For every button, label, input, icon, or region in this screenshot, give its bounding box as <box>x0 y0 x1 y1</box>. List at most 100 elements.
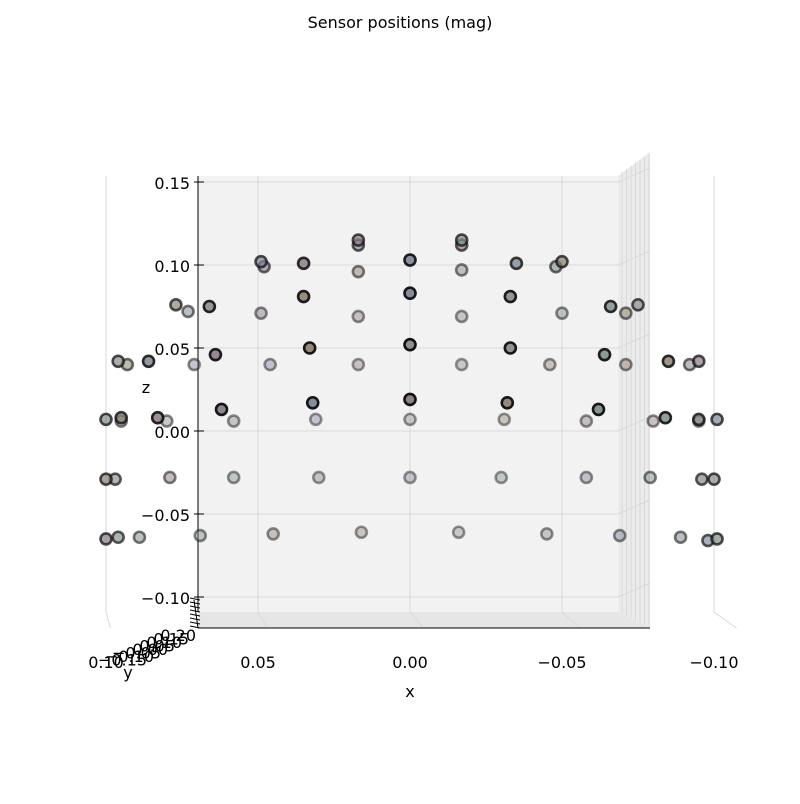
sensor-point <box>132 530 147 545</box>
sensor-point <box>266 527 281 541</box>
sensor-point <box>99 472 113 486</box>
sensor-point <box>691 354 706 369</box>
sensor-point <box>403 286 417 301</box>
sensor-point <box>263 357 277 372</box>
z-tick-label: −0.05 <box>141 506 190 525</box>
sensor-point <box>691 412 706 427</box>
y-tick-label: 0.15 <box>153 630 189 649</box>
x-tick-label: 0.05 <box>240 653 276 672</box>
y-tick-label: −0.15 <box>98 651 147 670</box>
sensor-point <box>707 472 721 486</box>
x-tick-label: 0.10 <box>88 653 124 672</box>
sensor-point <box>591 402 606 417</box>
sensor-point <box>354 525 369 540</box>
z-axis-label: z <box>142 378 150 397</box>
sensor-point <box>612 528 627 543</box>
sensor-point <box>351 309 366 324</box>
sensor-point <box>99 412 113 427</box>
x-floor-gridline <box>713 611 737 629</box>
sensor-point <box>403 337 417 352</box>
y-tick <box>189 613 201 617</box>
sensor-point <box>141 354 156 369</box>
sensor-point <box>500 395 515 410</box>
z-tick-label: 0.00 <box>154 423 190 442</box>
x-tick-label: −0.05 <box>537 653 586 672</box>
sensor-point <box>619 357 633 372</box>
sensor-point <box>619 306 633 320</box>
sensor-point <box>187 357 201 372</box>
sensor-point <box>597 347 612 362</box>
right-pane <box>618 152 650 628</box>
sensor-point <box>181 304 195 319</box>
sensor-point <box>555 254 569 269</box>
sensor-point <box>202 299 217 314</box>
sensor-point <box>226 414 241 428</box>
sensor-point <box>454 233 469 247</box>
y-tick-label: 0.05 <box>139 637 175 656</box>
sensor-point <box>543 357 557 372</box>
sensor-point <box>111 530 125 545</box>
sensor-point <box>302 341 317 355</box>
y-tick <box>189 609 201 613</box>
sensor-point <box>403 253 417 267</box>
chart-title: Sensor positions (mag) <box>307 13 493 32</box>
sensor-point <box>305 395 320 410</box>
sensor-point <box>114 410 128 425</box>
y-tick-label: −0.05 <box>112 644 161 663</box>
sensor-point <box>646 414 661 428</box>
sensor-point <box>695 472 709 486</box>
sensor-point <box>454 309 469 324</box>
y-tick <box>189 617 201 621</box>
sensor-point <box>208 347 223 362</box>
sensor-point <box>296 256 311 271</box>
sensor-point <box>454 263 469 277</box>
y-tick-label: 0.10 <box>146 633 182 652</box>
sensor-point <box>579 470 594 485</box>
y-tick <box>189 597 201 601</box>
sensor-point <box>351 233 366 247</box>
sensor-point <box>710 532 724 546</box>
y-tick <box>189 621 201 625</box>
sensor-point <box>254 306 268 320</box>
sensor-point <box>351 264 366 279</box>
sensor-point <box>403 392 417 407</box>
y-axis-label: y <box>123 663 132 682</box>
x-axis-label: x <box>405 682 414 701</box>
sensor-point <box>555 306 569 320</box>
y-tick <box>189 605 201 609</box>
y-tick-label: 0.20 <box>160 626 196 645</box>
sensor-point <box>710 412 724 427</box>
sensor-point <box>643 470 657 485</box>
sensor-point <box>403 470 417 485</box>
x-floor-gridline <box>409 611 424 629</box>
x-floor-gridline <box>257 611 268 629</box>
y-tick-label: −0.10 <box>105 647 154 666</box>
sensor-point <box>579 414 594 428</box>
x-floor-gridline <box>561 611 581 629</box>
sensor-point <box>226 470 241 485</box>
sensor-point <box>509 256 524 271</box>
x-tick-label: 0.00 <box>392 653 428 672</box>
sensor-point <box>214 402 229 417</box>
sensor-point <box>311 470 326 485</box>
x-tick-label: −0.10 <box>689 653 738 672</box>
sensor-point <box>454 357 469 372</box>
sensor-point <box>163 470 177 485</box>
sensor-point <box>503 341 518 355</box>
y-tick <box>189 625 201 629</box>
sensor-point <box>631 298 645 312</box>
sensor-point <box>296 289 311 304</box>
sensor-point <box>503 289 518 304</box>
sensor-point <box>658 410 673 425</box>
z-tick-label: 0.10 <box>154 257 190 276</box>
sensor-point <box>99 532 113 546</box>
x-floor-gridline <box>105 611 111 629</box>
sensor-point <box>603 299 618 314</box>
sensor-point <box>661 354 676 369</box>
sensor-point <box>308 412 323 427</box>
sensor-point <box>254 254 268 269</box>
sensor-point <box>150 410 165 425</box>
floor-pane <box>198 612 650 628</box>
sensor-point <box>111 354 125 369</box>
